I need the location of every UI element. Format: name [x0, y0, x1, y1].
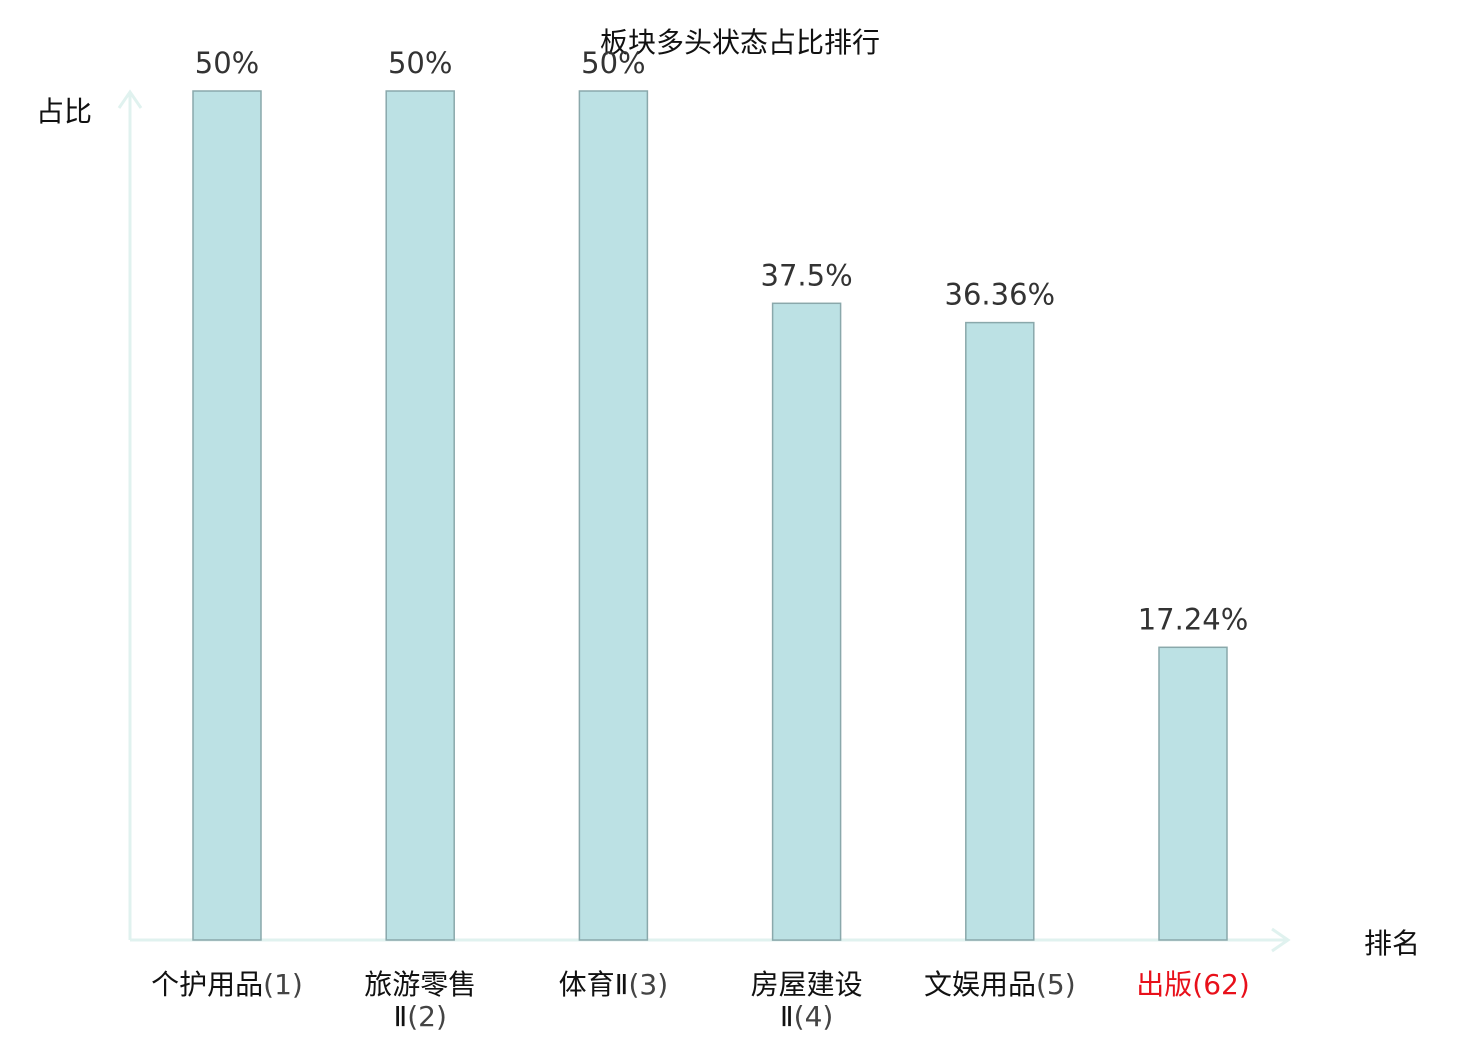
category-rank: (4)	[794, 1000, 834, 1033]
bar-value-label: 50%	[388, 46, 452, 80]
bars	[192, 90, 1228, 941]
category-tick-label: 房屋建设 Ⅱ(4)	[751, 968, 863, 1033]
category-tick-label: 旅游零售 Ⅱ(2)	[364, 968, 476, 1033]
category-name: 个护用品	[151, 968, 263, 1001]
category-tick-label: 个护用品(1)	[151, 968, 303, 1001]
axes	[117, 89, 1291, 953]
category-name: 房屋建设	[751, 968, 863, 1001]
category-name: Ⅱ	[780, 1000, 794, 1033]
category-name: 体育Ⅱ	[559, 968, 629, 1001]
category-name: 文娱用品	[924, 968, 1036, 1001]
bar	[578, 90, 649, 941]
bar	[385, 90, 455, 941]
bar-value-label: 50%	[581, 46, 645, 80]
x-axis-arrow-icon	[1271, 927, 1291, 953]
y-axis-label: 占比	[36, 95, 92, 128]
bar	[1158, 646, 1228, 941]
value-labels: 50% 50% 50% 37.5% 36.36% 17.24%	[195, 46, 1249, 636]
category-rank: (5)	[1036, 968, 1076, 1001]
category-rank: (3)	[628, 968, 668, 1001]
category-tick-label: 文娱用品(5)	[924, 968, 1076, 1001]
bar-value-label: 17.24%	[1138, 602, 1249, 636]
category-name: Ⅱ	[393, 1000, 407, 1033]
category-name: 旅游零售	[364, 968, 476, 1001]
category-tick-labels: 个护用品(1) 旅游零售 Ⅱ(2)体育Ⅱ(3) 房屋建设 Ⅱ(4)文娱用品(5) 出版(6…	[151, 968, 1250, 1033]
bar-value-label: 37.5%	[761, 258, 853, 292]
category-rank: (2)	[407, 1000, 447, 1033]
bar	[192, 90, 262, 941]
category-tick-label: 出版(62)	[1136, 968, 1250, 1001]
y-axis-arrow-icon	[117, 89, 143, 109]
bar	[965, 321, 1035, 941]
bar	[771, 302, 842, 941]
category-rank: (62)	[1192, 968, 1249, 1001]
bar-value-label: 36.36%	[945, 278, 1056, 312]
category-tick-label: 体育Ⅱ(3)	[559, 968, 668, 1001]
category-rank: (1)	[263, 968, 303, 1001]
x-axis-label: 排名	[1364, 927, 1420, 960]
category-name: 出版	[1136, 968, 1192, 1001]
chart-title: 板块多头状态占比排行	[600, 26, 880, 59]
bar-value-label: 50%	[195, 46, 259, 80]
